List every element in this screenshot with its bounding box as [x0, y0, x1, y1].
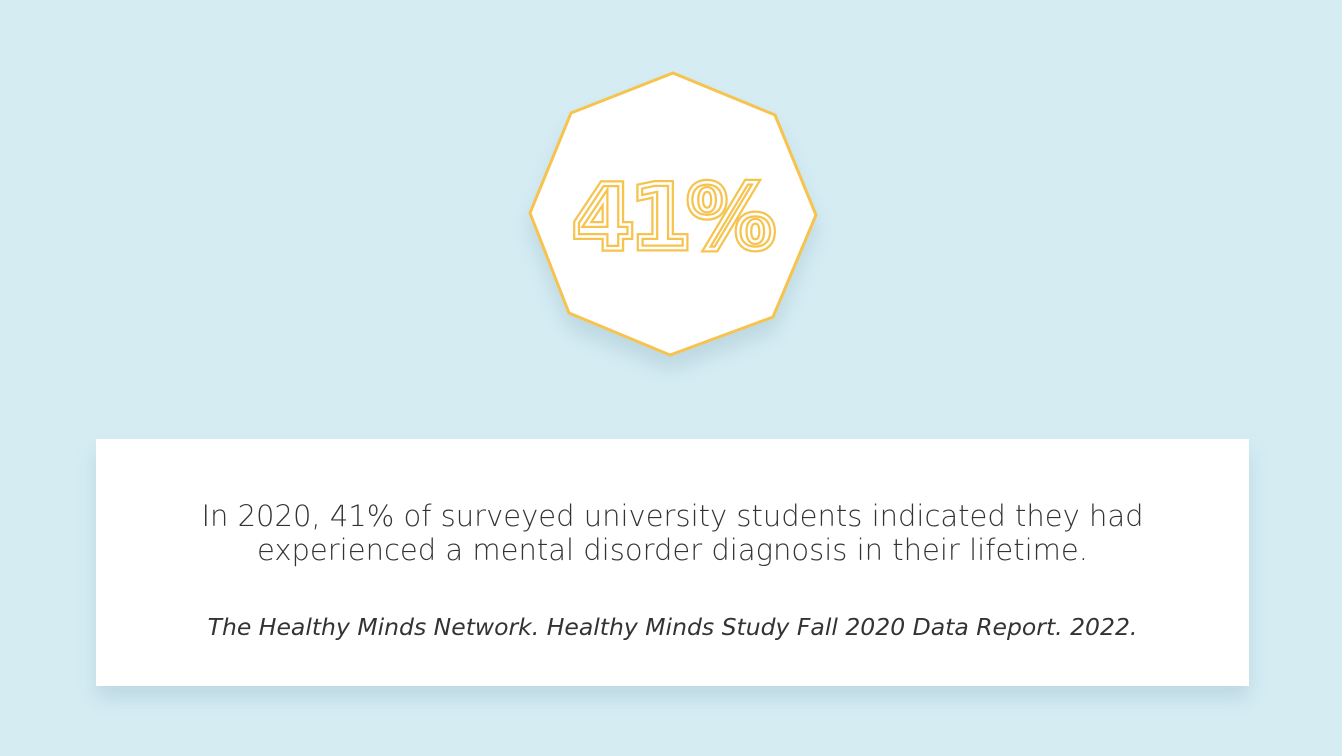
- statement-line: experienced a mental disorder diagnosis …: [257, 533, 1088, 567]
- statement-line: In 2020, 41% of surveyed university stud…: [201, 499, 1144, 533]
- statement: In 2020, 41% of surveyed university stud…: [96, 499, 1249, 567]
- badge: 41% 41%: [528, 71, 818, 357]
- stat-outline: 41%: [573, 166, 773, 269]
- octagon: [528, 71, 818, 357]
- stat: 41%: [573, 166, 773, 269]
- info-card: In 2020, 41% of surveyed university stud…: [96, 439, 1249, 686]
- citation: The Healthy Minds Network. Healthy Minds…: [207, 613, 1138, 641]
